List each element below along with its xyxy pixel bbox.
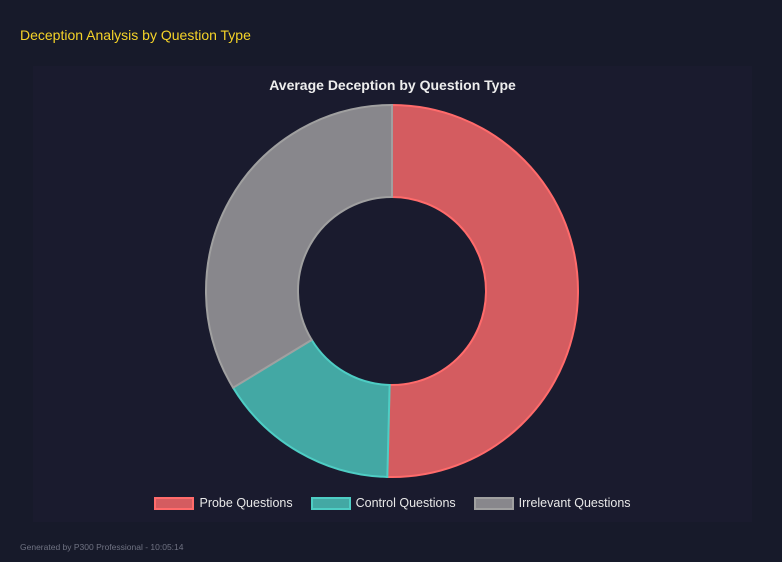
- chart-panel: Average Deception by Question Type Probe…: [33, 66, 752, 522]
- legend-label: Probe Questions: [199, 496, 293, 510]
- legend-item-control[interactable]: Control Questions: [310, 496, 456, 510]
- legend-swatch: [473, 496, 514, 510]
- donut-slice-control-questions[interactable]: [231, 338, 391, 478]
- donut-slice-probe-questions[interactable]: [386, 103, 579, 478]
- legend: Probe Questions Control Questions Irrele…: [33, 496, 752, 510]
- legend-swatch: [154, 496, 195, 510]
- donut-chart: [205, 103, 579, 478]
- section-title: Deception Analysis by Question Type: [20, 27, 251, 43]
- legend-item-irrelevant[interactable]: Irrelevant Questions: [473, 496, 631, 510]
- legend-label: Irrelevant Questions: [518, 496, 631, 510]
- legend-swatch: [310, 496, 351, 510]
- legend-item-probe[interactable]: Probe Questions: [154, 496, 293, 510]
- chart-title: Average Deception by Question Type: [269, 77, 516, 93]
- footer-text: Generated by P300 Professional - 10:05:1…: [20, 542, 184, 552]
- legend-label: Control Questions: [355, 496, 456, 510]
- donut-slice-irrelevant-questions[interactable]: [205, 103, 393, 390]
